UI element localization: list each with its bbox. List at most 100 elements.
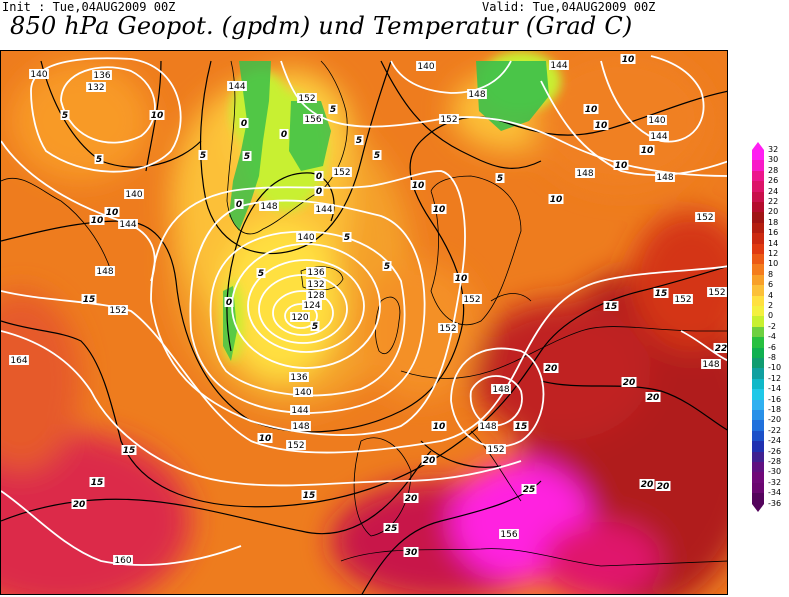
geo-148 [150, 170, 466, 436]
geopotential-label-text: 152 [287, 441, 304, 451]
temperature-label-bg [713, 343, 727, 353]
temperature-label-bg [71, 499, 87, 509]
temperature-label-text: 10 [433, 205, 446, 215]
geopotential-label-bg [296, 232, 316, 242]
temperature-label-bg [121, 445, 137, 455]
geopotential-label-text: 152 [333, 168, 350, 178]
legend-level-label: 10 [768, 259, 779, 269]
temperature-label-bg [548, 194, 564, 204]
geopotential-label: 144 [549, 60, 569, 71]
temperature-label-text: 10 [550, 195, 563, 205]
legend-level-label: 26 [768, 176, 779, 186]
geopotential-label-text: 148 [656, 173, 673, 183]
geopotential-label-text: 148 [702, 360, 719, 370]
geopotential-label: 156 [499, 529, 519, 540]
geopotential-label: 144 [290, 405, 310, 416]
temperature-label-text: 5 [258, 269, 264, 279]
geopotential-label: 152 [707, 287, 727, 298]
temperature-label: 15 [81, 294, 97, 305]
temperature-label-text: 10 [585, 105, 598, 115]
temperature-label-text: 15 [605, 302, 618, 312]
temperature-label-bg [314, 186, 324, 196]
geo-low-132 [247, 259, 365, 353]
geopotential-label: 120 [290, 312, 310, 323]
temperature-label-text: 10 [433, 422, 446, 432]
legend-color-segment [752, 378, 764, 390]
geopotential-label-bg [293, 387, 313, 397]
geopotential-label-text: 140 [294, 388, 311, 398]
temperature-label: 10 [104, 207, 120, 218]
temperature-label-bg [342, 232, 352, 242]
geopotential-label-bg [108, 305, 128, 315]
temperature-label-text: 5 [497, 174, 503, 184]
svalbard-green [476, 61, 549, 131]
geopotential-label: 148 [655, 172, 675, 183]
geo-140-ne [600, 55, 705, 143]
legend-level-label: 2 [768, 301, 774, 310]
geopotential-label-bg [306, 290, 326, 300]
temperature-label-text: 10 [622, 55, 635, 65]
temperature-label: 0 [224, 297, 234, 308]
geopotential-label-text: 156 [500, 530, 517, 540]
legend-level-label: 18 [768, 217, 779, 227]
geopotential-label-bg [286, 440, 306, 450]
temperature-label: 10 [89, 215, 105, 226]
temperature-label: 10 [583, 104, 599, 115]
temperature-label-bg [403, 547, 419, 557]
temperature-label: 0 [279, 129, 289, 140]
geopotential-label-bg [314, 204, 334, 214]
geopotential-label-text: 144 [228, 82, 245, 92]
temperature-label-text: 5 [62, 111, 68, 121]
coast-scandinavia [430, 175, 522, 326]
temperature-label-bg [655, 481, 671, 491]
temperature-label-bg [239, 118, 249, 128]
geopotential-label-text: 152 [439, 324, 456, 334]
legend-level-label: 8 [768, 269, 774, 279]
temperature-label-text: 10 [641, 146, 654, 156]
geopotential-label: 140 [29, 69, 49, 80]
geopotential-label-bg [118, 219, 138, 229]
temperature-labels: 5 105 505055000510101010105101010101055505… [60, 54, 727, 558]
legend-level-label: -32 [768, 477, 782, 487]
geopotential-label: 148 [95, 266, 115, 277]
legend-level-label: 32 [768, 145, 779, 154]
temperature-label-bg [603, 301, 619, 311]
geopotential-label-bg [707, 287, 727, 297]
temperature-label: 25 [521, 484, 537, 495]
geopotential-label: 144 [118, 219, 138, 230]
temperature-label-text: 20 [657, 482, 670, 492]
legend-color-segment [752, 285, 764, 297]
geopotential-label: 144 [649, 131, 669, 142]
legend-level-label: 12 [768, 249, 779, 258]
legend-color-segment [752, 233, 764, 245]
geopotential-labels: 140 136 132 144 152 156 140 148 144 152 140 144 148 1… [9, 60, 727, 566]
temperature-label-text: 20 [647, 393, 660, 403]
temperature-label: 0 [234, 199, 244, 210]
legend-level-label: 30 [768, 155, 779, 165]
legend-level-label: -26 [768, 446, 782, 456]
temperature-label-bg [301, 490, 317, 500]
legend-level-label: -34 [768, 488, 782, 498]
geopotential-label-text: 140 [648, 116, 665, 126]
legend-color-segment [752, 472, 764, 484]
geopotential-label-text: 140 [125, 190, 142, 200]
legend-color-segment [752, 170, 764, 182]
temperature-label-bg [639, 479, 655, 489]
geopotential-label-text: 140 [30, 70, 47, 80]
legend-level-label: -6 [768, 342, 776, 352]
temperature-label-bg [583, 104, 599, 114]
geopotential-label-text: 160 [114, 556, 131, 566]
legend-color-segment [752, 274, 764, 286]
geopotential-label: 152 [108, 305, 128, 316]
temperature-label-text: 5 [96, 155, 102, 165]
temperature-label-text: 15 [303, 491, 316, 501]
temperature-label-text: 20 [623, 378, 636, 388]
legend-level-label: 20 [768, 207, 779, 217]
temperature-label: 5 [256, 268, 266, 279]
geopotential-label-bg [701, 359, 721, 369]
temperature-label: 5 [198, 150, 208, 161]
temperature-label-bg [257, 433, 273, 443]
temperature-label-text: 0 [236, 200, 242, 210]
geopotential-label: 136 [306, 267, 326, 278]
temp-blob [471, 301, 651, 441]
